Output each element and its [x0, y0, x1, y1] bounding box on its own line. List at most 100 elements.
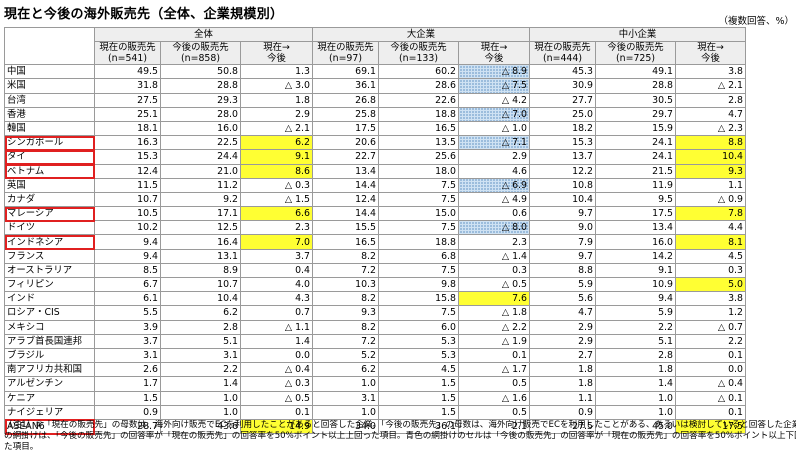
table-row: オーストラリア 8.5 8.9 0.4 7.2 7.5 0.3 8.8 9.1 0.3 [4, 262, 746, 279]
value-cell: 9.0 [529, 220, 596, 236]
column-header: 現在の販売先 (n=97) [312, 41, 379, 66]
country-name: フランス [4, 248, 95, 264]
value-cell: 21.5 [595, 163, 676, 179]
value-cell: 4.5 [378, 362, 459, 378]
value-cell: △ 1.0 [458, 120, 530, 137]
value-cell: 25.0 [529, 106, 596, 122]
value-cell: 5.5 [94, 305, 161, 321]
value-cell: 5.9 [595, 305, 676, 321]
value-cell: 15.8 [378, 291, 459, 307]
value-cell: 6.2 [240, 135, 313, 151]
country-name: シンガポール [4, 135, 95, 151]
value-cell: △ 0.5 [458, 276, 530, 293]
country-name: タイ [4, 149, 95, 165]
value-cell: 8.2 [312, 248, 379, 264]
table-row: 台湾 27.5 29.3 1.8 26.8 22.6 △ 4.2 27.7 30.5 2.8 [4, 92, 746, 108]
value-cell: 9.4 [595, 291, 676, 307]
column-header: 現在→ 今後 [240, 41, 313, 66]
value-cell: 0.5 [458, 376, 530, 392]
table-row: フィリピン 6.7 10.7 4.0 10.3 9.8 △ 0.5 5.9 10.9 5.0 [4, 276, 746, 293]
value-cell: 49.5 [94, 64, 161, 80]
value-cell: 18.8 [378, 106, 459, 122]
footnote-line: た項目。 [4, 442, 39, 452]
value-cell: 6.2 [312, 362, 379, 378]
value-cell: △ 0.3 [240, 376, 313, 392]
table-row: アルゼンチン 1.7 1.4 △ 0.3 1.0 1.5 0.5 1.8 1.4 △ 0.4 [4, 376, 746, 392]
value-cell: △ 8.0 [458, 220, 530, 236]
value-cell: 3.7 [240, 248, 313, 264]
value-cell: 8.5 [94, 262, 161, 279]
value-cell: 1.5 [378, 390, 459, 406]
column-header-n: (n=858) [180, 53, 220, 65]
table-row: ベトナム 12.4 21.0 8.6 13.4 18.0 4.6 12.2 21.5 9.3 [4, 163, 746, 179]
value-cell: 50.8 [160, 64, 241, 80]
value-cell: 9.1 [595, 262, 676, 279]
value-cell: 25.8 [312, 106, 379, 122]
value-cell: 2.7 [529, 347, 596, 364]
value-cell: △ 1.8 [458, 305, 530, 321]
value-cell: 12.5 [160, 220, 241, 236]
country-name: 台湾 [4, 92, 95, 108]
value-cell: 2.9 [529, 333, 596, 349]
country-name: メキシコ [4, 319, 95, 335]
value-cell: 6.0 [378, 319, 459, 335]
value-cell: 2.2 [160, 362, 241, 378]
value-cell: 7.5 [378, 191, 459, 208]
value-cell: 29.7 [595, 106, 676, 122]
value-cell: 12.4 [94, 163, 161, 179]
value-cell: 28.0 [160, 106, 241, 122]
value-cell: 10.4 [160, 291, 241, 307]
column-header-label: 現在の販売先 [99, 42, 156, 54]
value-cell: 9.2 [160, 191, 241, 208]
table-row: 香港 25.1 28.0 2.9 25.8 18.8 △ 7.0 25.0 29.7 4.7 [4, 106, 746, 122]
country-name: 米国 [4, 78, 95, 94]
value-cell: 10.4 [675, 149, 746, 165]
value-cell: 36.1 [312, 78, 379, 94]
value-cell: 5.3 [378, 347, 459, 364]
column-header: 現在→ 今後 [675, 41, 746, 66]
value-cell: 7.5 [378, 262, 459, 279]
country-name: ベトナム [4, 163, 95, 179]
value-cell: 17.5 [312, 120, 379, 137]
value-cell: 25.1 [94, 106, 161, 122]
value-cell: 2.9 [240, 106, 313, 122]
value-cell: 22.5 [160, 135, 241, 151]
value-cell: △ 0.9 [675, 191, 746, 208]
value-cell: 10.4 [529, 191, 596, 208]
value-cell: △ 4.9 [458, 191, 530, 208]
value-cell: 1.0 [312, 404, 379, 420]
column-header-n: 今後 [701, 53, 720, 65]
country-name: 中国 [4, 64, 95, 80]
value-cell: △ 1.6 [458, 390, 530, 406]
value-cell: △ 6.9 [458, 177, 530, 193]
value-cell: 17.1 [160, 206, 241, 222]
country-name: ケニア [4, 390, 95, 406]
value-cell: 22.7 [312, 149, 379, 165]
value-cell: 10.5 [94, 206, 161, 222]
country-name: ナイジェリア [4, 404, 95, 420]
value-cell: 13.1 [160, 248, 241, 264]
value-cell: 2.6 [94, 362, 161, 378]
value-cell: 1.8 [240, 92, 313, 108]
table-row: ナイジェリア 0.9 1.0 0.1 1.0 1.5 0.5 0.9 1.0 0.1 [4, 404, 746, 420]
value-cell: 15.3 [94, 149, 161, 165]
country-name: 香港 [4, 106, 95, 122]
footnote-line: 〔注1〕①「現在の販売先」の母数は、海外向け販売でECを利用したことがあると回答… [4, 420, 796, 430]
column-header-label: 現在→ [697, 42, 724, 54]
value-cell: 31.8 [94, 78, 161, 94]
column-header: 現在→ 今後 [458, 41, 530, 66]
value-cell: 16.5 [312, 234, 379, 250]
table-row: シンガポール 16.3 22.5 6.2 20.6 13.5 △ 7.1 15.3 24.1 8.… [4, 135, 746, 151]
value-cell: △ 7.1 [458, 135, 530, 151]
value-cell: 0.0 [675, 362, 746, 378]
value-cell: 24.1 [595, 149, 676, 165]
column-header-n: (n=541) [107, 53, 147, 65]
value-cell: 7.5 [378, 177, 459, 193]
value-cell: △ 1.4 [458, 248, 530, 264]
value-cell: 3.9 [94, 319, 161, 335]
value-cell: 5.0 [675, 276, 746, 293]
value-cell: 9.3 [312, 305, 379, 321]
value-cell: 3.1 [312, 390, 379, 406]
value-cell: 1.0 [312, 376, 379, 392]
value-cell: 1.0 [595, 404, 676, 420]
